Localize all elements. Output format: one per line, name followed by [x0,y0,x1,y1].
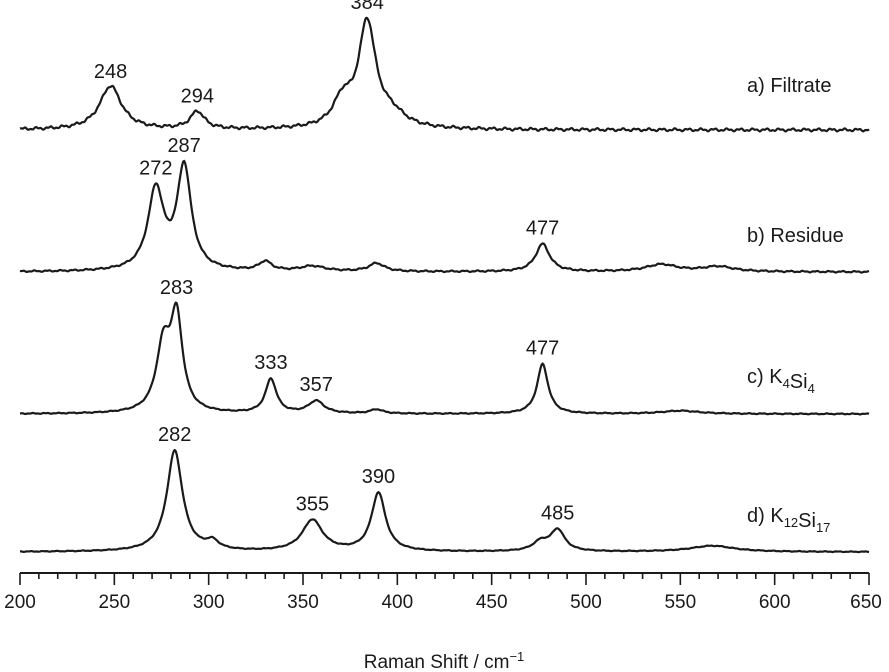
peak-label: 384 [350,0,383,14]
series-label-prefix: d) [747,505,770,527]
x-tick-label: 300 [193,592,225,613]
peak-label: 294 [181,86,214,108]
series-label-subscript: 4 [783,376,790,391]
peak-label: 390 [362,466,395,488]
peak-label: 333 [254,352,287,374]
x-tick-label: 600 [759,592,791,613]
series-label-subscript: 17 [816,520,830,535]
series-label: b) Residue [747,225,844,247]
x-tick-label: 550 [664,592,696,613]
series-label-part: Residue [770,225,843,247]
series-label-prefix: a) Filtrate [747,75,831,97]
trace-1 [19,16,870,133]
series-label: d) K12Si17 [747,505,830,535]
series-label-part: K [769,366,783,388]
peak-label: 282 [158,424,191,446]
x-axis-title: Raman Shift / cm−1 [364,649,525,672]
trace-3 [19,301,870,416]
peak-label: 248 [94,61,127,83]
x-tick-label: 650 [850,592,882,613]
series-label-part: K [770,505,784,527]
series-label: a) Filtrate [747,75,831,97]
series-label-prefix: b) [747,225,770,247]
peak-label: 477 [526,218,559,240]
peak-label: 287 [167,135,200,157]
spectra-traces [19,16,870,554]
x-tick-label: 200 [4,592,36,613]
trace-4 [19,448,870,554]
x-tick-label: 450 [476,592,508,613]
x-tick-label: 350 [287,592,319,613]
series-label-subscript: 12 [784,515,798,530]
x-tick-label: 400 [381,592,413,613]
trace-2 [19,159,870,274]
x-tick-label: 500 [570,592,602,613]
peak-label: 355 [296,493,329,515]
x-tick-label: 250 [98,592,130,613]
peak-label: 272 [139,157,172,179]
peak-label: 485 [541,502,574,524]
series-label-part: Si [798,510,816,532]
peak-label: 477 [526,338,559,360]
peak-label: 283 [160,277,193,299]
series-label-part: Si [790,371,808,393]
series-label-prefix: c) [747,366,769,388]
series-label-subscript: 4 [808,381,815,396]
x-axis: 200 250 300 350 400 450 500 550 600 650 [4,572,882,613]
series-label: c) K4Si4 [747,366,815,396]
peak-label: 357 [300,374,333,396]
